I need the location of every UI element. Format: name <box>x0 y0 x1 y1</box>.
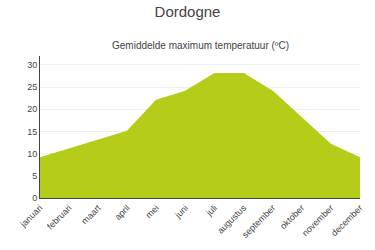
svg-text:15: 15 <box>27 127 37 137</box>
svg-text:mei: mei <box>144 203 161 220</box>
svg-text:Dordogne: Dordogne <box>155 3 221 20</box>
svg-text:maart: maart <box>79 202 103 226</box>
svg-text:januari: januari <box>18 203 45 230</box>
svg-text:oktober: oktober <box>278 203 306 231</box>
svg-text:25: 25 <box>27 82 37 92</box>
svg-text:juli: juli <box>204 203 220 219</box>
svg-text:juni: juni <box>172 203 190 221</box>
svg-text:augustus: augustus <box>215 202 248 235</box>
svg-text:30: 30 <box>27 60 37 70</box>
svg-text:5: 5 <box>32 171 37 181</box>
svg-text:september: september <box>240 203 277 240</box>
svg-text:10: 10 <box>27 149 37 159</box>
svg-text:november: november <box>300 203 335 238</box>
svg-text:april: april <box>113 203 132 222</box>
svg-text:december: december <box>329 203 364 238</box>
svg-text:0: 0 <box>32 193 37 203</box>
svg-text:20: 20 <box>27 104 37 114</box>
svg-text:februari: februari <box>45 203 74 232</box>
svg-text:Gemiddelde maximum temperatuur: Gemiddelde maximum temperatuur (ºC) <box>112 40 289 51</box>
